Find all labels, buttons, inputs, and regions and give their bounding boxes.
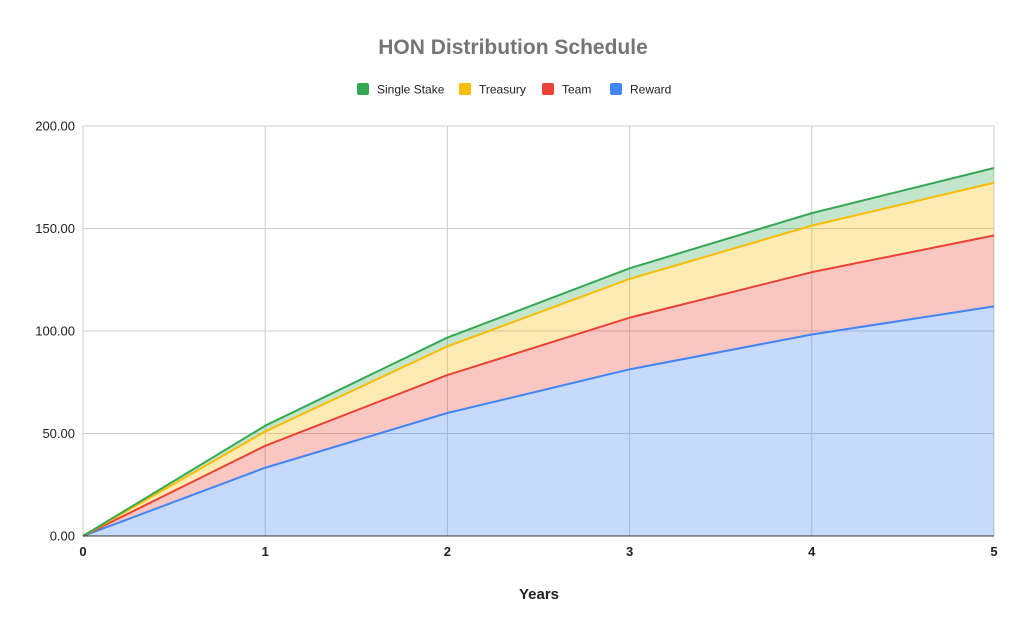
legend-swatch-treasury xyxy=(459,83,471,95)
chart-title: HON Distribution Schedule xyxy=(378,36,648,59)
y-axis-tick-labels: 0.00 50.00 100.00 150.00 200.00 xyxy=(35,119,75,544)
x-tick-label-2: 2 xyxy=(444,544,451,559)
x-axis-title: Years xyxy=(519,586,559,603)
legend-swatch-reward xyxy=(610,83,622,95)
legend-swatch-single-stake xyxy=(357,83,369,95)
x-tick-label-0: 0 xyxy=(79,544,86,559)
legend-item-reward: Reward xyxy=(610,83,671,97)
area-reward xyxy=(83,306,994,536)
x-axis-tick-labels: 0 1 2 3 4 5 xyxy=(79,544,997,559)
gridlines xyxy=(82,125,995,536)
legend: Single Stake Treasury Team Reward xyxy=(357,83,671,97)
legend-swatch-team xyxy=(542,83,554,95)
x-tick-label-3: 3 xyxy=(626,544,633,559)
y-tick-label-3: 150.00 xyxy=(35,221,75,236)
x-tick-label-5: 5 xyxy=(990,544,997,559)
x-tick-label-4: 4 xyxy=(808,544,816,559)
legend-label-reward: Reward xyxy=(630,83,671,97)
legend-label-single-stake: Single Stake xyxy=(377,83,445,97)
y-tick-label-1: 50.00 xyxy=(42,426,75,441)
x-tick-label-1: 1 xyxy=(262,544,269,559)
legend-item-treasury: Treasury xyxy=(459,83,526,97)
line-reward xyxy=(82,305,995,537)
y-tick-label-0: 0.00 xyxy=(50,529,75,544)
series-lines xyxy=(82,167,995,537)
y-tick-label-4: 200.00 xyxy=(35,119,75,134)
line-single-stake xyxy=(82,167,995,537)
line-team xyxy=(82,234,995,537)
legend-item-single-stake: Single Stake xyxy=(357,83,445,97)
legend-label-team: Team xyxy=(562,83,591,97)
area-treasury xyxy=(83,182,994,536)
legend-label-treasury: Treasury xyxy=(479,83,526,97)
area-team xyxy=(83,235,994,536)
legend-item-team: Team xyxy=(542,83,591,97)
y-tick-label-2: 100.00 xyxy=(35,324,75,339)
area-series xyxy=(83,168,994,536)
line-treasury xyxy=(82,181,995,537)
